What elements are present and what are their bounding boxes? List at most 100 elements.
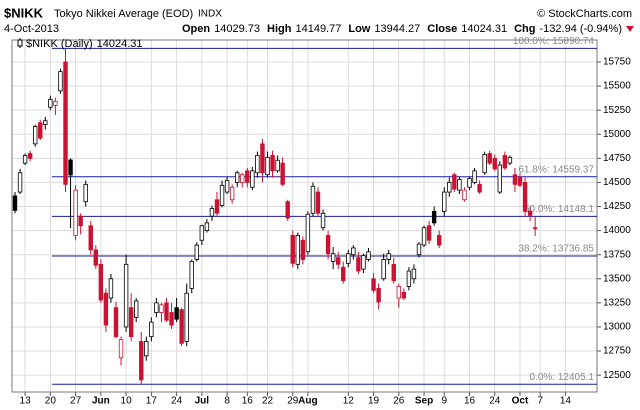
x-tick-label: 24	[171, 396, 183, 407]
x-tick-label: 13	[20, 396, 32, 407]
x-tick-label: 26	[393, 396, 405, 407]
y-tick-label: 12500	[603, 370, 631, 381]
candle-body	[144, 341, 149, 357]
candle-body	[83, 183, 88, 203]
candle-body	[219, 184, 225, 206]
candle-body	[507, 156, 513, 164]
candle-body	[38, 122, 43, 139]
candle-body	[43, 120, 48, 126]
candle-body	[179, 309, 184, 344]
level-label: 0.0%: 12405.1	[530, 372, 595, 383]
candle-body	[295, 235, 300, 265]
candle-body	[229, 186, 235, 201]
y-tick-label: 13500	[603, 273, 631, 284]
x-tick-label: Sep	[415, 396, 433, 407]
x-tick-label: 20	[45, 396, 57, 407]
candle-body	[366, 251, 371, 260]
candle-body	[371, 278, 376, 291]
quote-label: Open	[182, 23, 210, 35]
candle-body	[376, 288, 381, 303]
candle-body	[315, 191, 321, 214]
candle-body	[320, 212, 326, 229]
candle-body	[431, 210, 437, 224]
candle-body	[17, 172, 23, 193]
candle-body	[275, 159, 280, 172]
quote-change-pct: (-0.94%)	[580, 23, 622, 35]
candle-body	[512, 174, 518, 185]
candle-body	[325, 235, 331, 255]
x-tick-label: 16	[464, 396, 476, 407]
candle-body	[462, 189, 467, 201]
level-label: 38.2%: 13736.85	[518, 244, 594, 255]
candle-body	[265, 156, 270, 176]
y-tick-label: 13250	[603, 298, 631, 309]
candle-body	[416, 243, 422, 256]
y-tick-label: 13000	[603, 322, 631, 333]
candle-body	[517, 177, 523, 186]
candle-body	[411, 268, 417, 280]
x-tick-label: 27	[70, 396, 82, 407]
quote-label: Low	[348, 23, 370, 35]
candle-body	[245, 170, 250, 183]
candle-body	[184, 292, 189, 342]
quote-value: 14024.31	[461, 23, 507, 35]
candle-body	[250, 170, 255, 188]
candle-body	[351, 247, 356, 256]
candle-body	[78, 215, 83, 227]
legend: $NIKK (Daily) 14024.31	[26, 38, 143, 50]
x-tick-label: 29	[287, 396, 299, 407]
candle-body	[472, 170, 477, 183]
x-tick-label: Jun	[92, 396, 110, 407]
candle-body	[255, 155, 260, 174]
candle-body	[391, 263, 396, 282]
candle-body	[27, 153, 33, 159]
candle-body	[63, 61, 68, 185]
quote-label: Close	[427, 23, 457, 35]
candle-body	[189, 261, 194, 289]
candle-body	[108, 278, 114, 299]
candle-body	[532, 227, 538, 230]
y-tick-label: 13750	[603, 249, 631, 260]
quote-line: Open 14029.73 High 14149.77 Low 13944.27 Close…	[182, 23, 622, 35]
level-label: 61.8%: 14559.37	[518, 164, 594, 175]
y-tick-label: 15250	[603, 105, 631, 116]
x-tick-label: Oct	[512, 396, 529, 407]
candle-body	[53, 101, 58, 106]
candle-body	[48, 99, 53, 108]
candle-body	[436, 235, 442, 246]
candle-body	[164, 302, 169, 321]
y-tick-label: 14750	[603, 153, 631, 164]
candle-body	[159, 304, 164, 313]
candle-body	[154, 302, 159, 313]
candle-body	[300, 239, 306, 260]
change-arrow	[626, 26, 634, 32]
y-tick-label: 14000	[603, 225, 631, 236]
candle-body	[452, 174, 457, 190]
candle-body	[33, 126, 38, 145]
y-tick-label: 14250	[603, 201, 631, 212]
candle-body	[270, 155, 275, 172]
candle-body	[260, 143, 265, 174]
candle-body	[204, 222, 210, 231]
x-tick-label: 14	[560, 396, 572, 407]
candle-body	[305, 213, 311, 253]
candle-body	[492, 157, 497, 170]
quote-value: 14029.73	[214, 23, 260, 35]
candle-body	[209, 208, 215, 217]
chart-title: $NIKK	[4, 5, 44, 20]
exchange: INDX	[198, 9, 222, 20]
candle-body	[113, 307, 119, 337]
candle-body	[149, 321, 154, 337]
candle-body	[346, 253, 351, 264]
candle-body	[139, 341, 144, 381]
candle-body	[361, 255, 366, 270]
candle-body	[482, 154, 487, 174]
candle-body	[123, 263, 129, 328]
candle-body	[240, 174, 245, 183]
candle-body	[118, 339, 124, 359]
candle-body	[341, 266, 346, 282]
x-tick-label: 22	[262, 396, 274, 407]
candle-body	[502, 155, 508, 169]
candle-body	[12, 195, 18, 211]
candle-body	[133, 300, 139, 318]
